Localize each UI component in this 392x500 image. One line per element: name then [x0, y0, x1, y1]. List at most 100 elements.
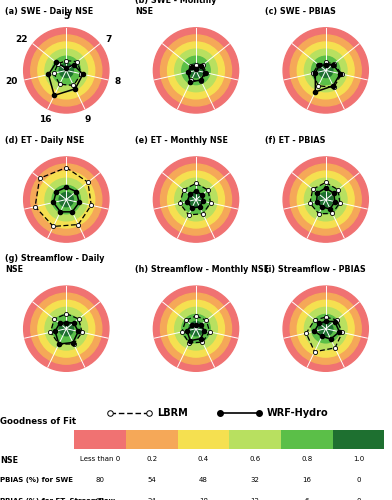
- Circle shape: [189, 64, 203, 78]
- Circle shape: [59, 192, 73, 206]
- Circle shape: [24, 286, 109, 372]
- Circle shape: [52, 186, 80, 214]
- Text: 6: 6: [305, 498, 309, 500]
- Bar: [281, 430, 332, 448]
- Text: 7: 7: [105, 35, 111, 44]
- Text: 0.2: 0.2: [146, 456, 158, 462]
- Circle shape: [153, 286, 239, 372]
- Text: 8: 8: [114, 77, 121, 86]
- Circle shape: [182, 314, 210, 343]
- Bar: [126, 430, 178, 448]
- Circle shape: [38, 42, 95, 99]
- Circle shape: [153, 28, 239, 113]
- Circle shape: [31, 35, 102, 106]
- Circle shape: [175, 178, 217, 221]
- Circle shape: [182, 186, 210, 214]
- Text: 54: 54: [147, 477, 156, 483]
- Circle shape: [175, 49, 217, 92]
- Circle shape: [38, 171, 95, 228]
- Text: (g) Streamflow - Daily
NSE: (g) Streamflow - Daily NSE: [5, 254, 105, 274]
- Bar: [74, 430, 126, 448]
- Text: 0.6: 0.6: [249, 456, 261, 462]
- Circle shape: [297, 171, 354, 228]
- Text: Less than 0: Less than 0: [80, 456, 120, 462]
- Text: 0: 0: [356, 477, 361, 483]
- Text: (c) SWE - PBIAS: (c) SWE - PBIAS: [265, 6, 336, 16]
- Circle shape: [52, 314, 80, 343]
- Circle shape: [290, 164, 361, 235]
- Circle shape: [167, 300, 225, 357]
- Text: 0.4: 0.4: [198, 456, 209, 462]
- Circle shape: [38, 300, 95, 357]
- Circle shape: [305, 178, 347, 221]
- Circle shape: [45, 49, 87, 92]
- Circle shape: [160, 293, 232, 364]
- Circle shape: [182, 56, 210, 84]
- Circle shape: [24, 28, 109, 113]
- Text: PBIAS (%) for SWE: PBIAS (%) for SWE: [0, 477, 73, 483]
- Text: 16: 16: [302, 477, 311, 483]
- Circle shape: [283, 28, 368, 113]
- Circle shape: [59, 322, 73, 336]
- Circle shape: [59, 64, 73, 78]
- Text: LBRM: LBRM: [157, 408, 187, 418]
- Text: (e) ET - Monthly NSE: (e) ET - Monthly NSE: [135, 136, 228, 144]
- Circle shape: [160, 164, 232, 235]
- Text: 0.8: 0.8: [301, 456, 312, 462]
- Circle shape: [45, 308, 87, 350]
- Circle shape: [189, 192, 203, 206]
- Text: 12: 12: [251, 498, 260, 500]
- Text: 48: 48: [199, 477, 208, 483]
- Text: 20: 20: [6, 77, 18, 86]
- Text: 80: 80: [96, 477, 105, 483]
- Circle shape: [153, 157, 239, 242]
- Circle shape: [290, 293, 361, 364]
- Text: 0: 0: [356, 498, 361, 500]
- Circle shape: [283, 157, 368, 242]
- Text: (d) ET - Daily NSE: (d) ET - Daily NSE: [5, 136, 85, 144]
- Text: 18: 18: [199, 498, 208, 500]
- Circle shape: [290, 35, 361, 106]
- Text: 9: 9: [85, 115, 91, 124]
- Circle shape: [167, 171, 225, 228]
- Bar: [332, 430, 384, 448]
- Circle shape: [189, 322, 203, 336]
- Text: NSE: NSE: [0, 456, 18, 466]
- Text: 30: 30: [96, 498, 105, 500]
- Circle shape: [31, 293, 102, 364]
- Circle shape: [24, 157, 109, 242]
- Circle shape: [167, 42, 225, 99]
- Circle shape: [45, 178, 87, 221]
- Circle shape: [31, 164, 102, 235]
- Circle shape: [305, 308, 347, 350]
- Circle shape: [305, 49, 347, 92]
- Text: WRF-Hydro: WRF-Hydro: [267, 408, 328, 418]
- Circle shape: [160, 35, 232, 106]
- Circle shape: [297, 42, 354, 99]
- Text: (i) Streamflow - PBIAS: (i) Streamflow - PBIAS: [265, 265, 365, 274]
- Circle shape: [319, 322, 333, 336]
- Text: 1.0: 1.0: [353, 456, 364, 462]
- Text: (a) SWE - Daily NSE: (a) SWE - Daily NSE: [5, 6, 93, 16]
- Text: (b) SWE - Monthly
NSE: (b) SWE - Monthly NSE: [135, 0, 216, 16]
- Bar: [229, 430, 281, 448]
- Circle shape: [175, 308, 217, 350]
- Circle shape: [283, 286, 368, 372]
- Bar: [178, 430, 229, 448]
- Circle shape: [319, 192, 333, 206]
- Circle shape: [312, 56, 340, 84]
- Text: 24: 24: [147, 498, 156, 500]
- Text: 32: 32: [251, 477, 260, 483]
- Text: (h) Streamflow - Monthly NSE: (h) Streamflow - Monthly NSE: [135, 265, 269, 274]
- Circle shape: [312, 186, 340, 214]
- Text: 5: 5: [63, 12, 69, 21]
- Circle shape: [52, 56, 80, 84]
- Circle shape: [297, 300, 354, 357]
- Text: Goodness of Fit: Goodness of Fit: [0, 417, 76, 426]
- Text: (f) ET - PBIAS: (f) ET - PBIAS: [265, 136, 325, 144]
- Text: 16: 16: [38, 115, 51, 124]
- Text: PBIAS (%) for ET, Streamflow: PBIAS (%) for ET, Streamflow: [0, 498, 115, 500]
- Circle shape: [312, 314, 340, 343]
- Text: 22: 22: [15, 35, 27, 44]
- Circle shape: [319, 64, 333, 78]
